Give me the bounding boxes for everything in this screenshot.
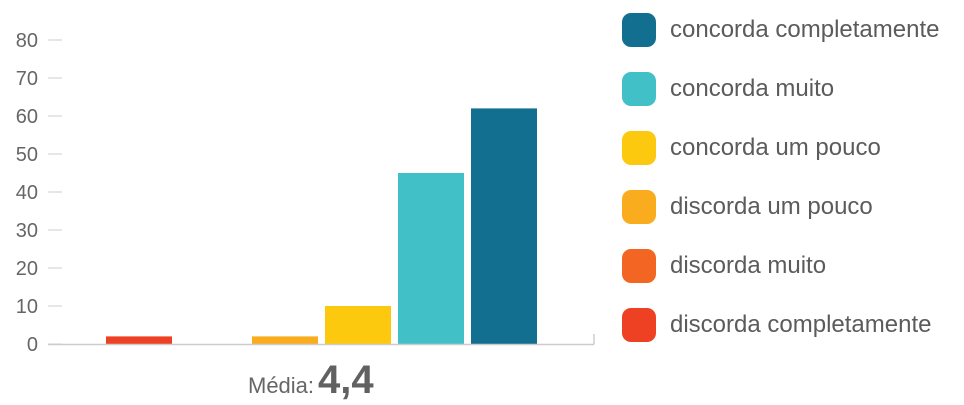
bar: [398, 173, 464, 344]
legend-item: concorda completamente: [622, 10, 964, 49]
legend-label: discorda muito: [670, 251, 827, 279]
legend-swatch: [622, 248, 656, 283]
legend-label: discorda completamente: [670, 310, 932, 338]
bars: [106, 108, 537, 345]
y-tick-label: 70: [16, 68, 38, 90]
legend-swatch: [622, 71, 656, 106]
y-tick-label: 0: [27, 334, 38, 356]
legend: concorda completamente concorda muito co…: [622, 10, 964, 364]
legend-swatch: [622, 189, 656, 224]
legend-label: concorda completamente: [670, 15, 940, 43]
legend-item: concorda um pouco: [622, 128, 964, 167]
legend-item: discorda muito: [622, 246, 964, 285]
bar: [325, 306, 391, 344]
legend-label: concorda um pouco: [670, 133, 881, 161]
average-value: 4,4: [318, 358, 374, 402]
legend-swatch: [622, 307, 656, 342]
y-tick-label: 80: [16, 30, 38, 52]
legend-item: concorda muito: [622, 69, 964, 108]
y-axis: 0 10 20 30 40 50 60 70 80: [16, 30, 62, 356]
bar: [471, 108, 537, 345]
y-tick-label: 20: [16, 258, 38, 280]
y-tick-label: 40: [16, 182, 38, 204]
y-tick-label: 50: [16, 144, 38, 166]
y-tick-label: 10: [16, 296, 38, 318]
legend-item: discorda completamente: [622, 305, 964, 344]
y-tick-label: 60: [16, 106, 38, 128]
average-score: Média: 4,4: [248, 358, 374, 404]
legend-label: concorda muito: [670, 74, 835, 102]
bar: [252, 336, 318, 344]
average-label: Média:: [248, 373, 315, 398]
bar-chart: 0 10 20 30 40 50 60 70 80: [16, 30, 595, 356]
legend-swatch: [622, 12, 656, 47]
legend-label: discorda um pouco: [670, 192, 873, 220]
y-tick-label: 30: [16, 220, 38, 242]
legend-swatch: [622, 130, 656, 165]
legend-item: discorda um pouco: [622, 187, 964, 226]
bar: [106, 336, 172, 344]
